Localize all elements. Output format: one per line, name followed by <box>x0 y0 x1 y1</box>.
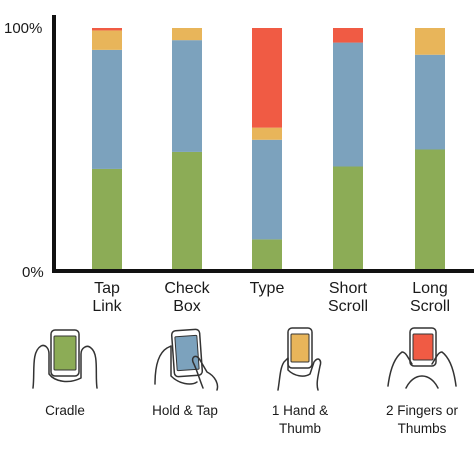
one-hand-thumb-grip-icon <box>260 322 340 392</box>
cradle-grip-icon <box>25 322 105 392</box>
hold-and-tap-grip-icon <box>145 322 225 392</box>
x-tick-label: Long Scroll <box>409 280 450 315</box>
bar-segment-3-3 <box>252 127 282 140</box>
bar-segment-1-1 <box>92 168 122 271</box>
x-tick-label: Tap Link <box>92 280 122 315</box>
x-tick-label: Type <box>249 280 285 297</box>
stacked-bar-chart <box>52 15 474 273</box>
y-tick-label-100: 100% <box>4 20 43 37</box>
bar-segment-4-2 <box>333 42 363 167</box>
y-tick-label-0: 0% <box>22 264 44 281</box>
bar-segment-2-1 <box>172 151 202 271</box>
bar-segment-3-1 <box>252 239 282 271</box>
bar-segment-3-2 <box>252 139 282 240</box>
bar-segment-1-2 <box>92 49 122 169</box>
bar-segment-2-3 <box>172 28 202 41</box>
legend-label: 2 Fingers or Thumbs <box>385 403 459 436</box>
bar-segment-3-4 <box>252 28 282 128</box>
bar-segment-5-2 <box>415 54 445 150</box>
bar-segment-1-3 <box>92 30 122 50</box>
x-tick-label: Check Box <box>164 280 210 315</box>
bar-segment-5-1 <box>415 149 445 271</box>
x-tick-label: Short Scroll <box>327 280 368 315</box>
bar-segment-2-2 <box>172 40 202 152</box>
two-thumbs-grip-icon <box>382 322 462 392</box>
bar-segment-4-1 <box>333 166 363 271</box>
bar-segment-5-3 <box>415 28 445 55</box>
legend-label: Cradle <box>45 403 85 418</box>
legend-label: 1 Hand & Thumb <box>271 403 329 436</box>
bars-group <box>92 28 445 271</box>
bar-segment-1-4 <box>92 28 122 31</box>
legend-label: Hold & Tap <box>152 403 218 418</box>
bar-segment-4-4 <box>333 28 363 43</box>
